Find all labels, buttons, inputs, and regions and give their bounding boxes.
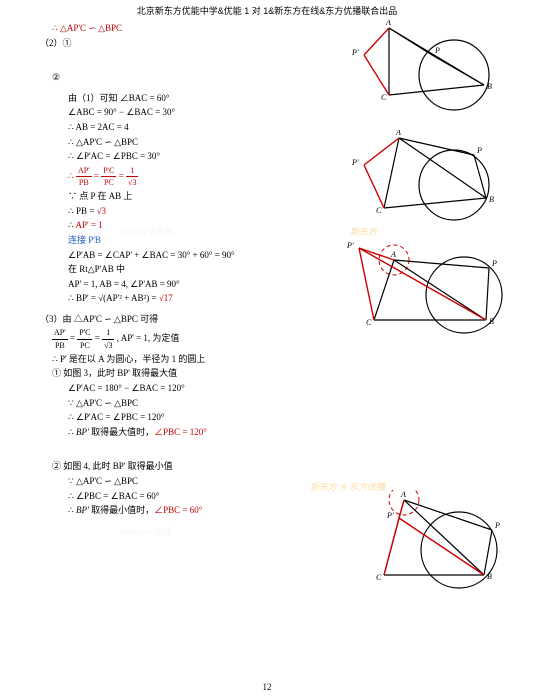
connect: 连接 P'B (68, 234, 320, 247)
diagram-2: A B C P P' (314, 130, 514, 240)
values: AP' = 1, AB = 4, ∠P'AB = 90° (68, 278, 320, 291)
svg-text:A: A (390, 250, 396, 259)
watermark: koolearn 在线 (120, 525, 172, 538)
svg-text:P': P' (351, 158, 359, 167)
svg-text:P: P (494, 521, 500, 530)
section-2-2: ② (52, 71, 320, 84)
frac: P'CPC (101, 165, 116, 188)
step: ∵ 点 P 在 AB 上 (68, 190, 320, 203)
diagram-4: A B C P P' (314, 490, 514, 600)
frac: P'CPC (77, 327, 92, 350)
step: ∵ △AP'C ∽ △BPC (68, 397, 320, 410)
circle-locus: ∴ P' 是在以 A 为圆心，半径为 1 的圆上 (52, 353, 320, 366)
frac: AP'PB (76, 165, 92, 188)
angle-eq: ∠P'AB = ∠CAP' + ∠BAC = 30° + 60° = 90° (68, 249, 320, 262)
step: ∴ ∠P'AC = ∠PBC = 120° (68, 411, 320, 424)
rt-tri: 在 Rt△P'AB 中 (68, 263, 320, 276)
svg-text:P: P (434, 46, 440, 55)
frac: AP'PB (52, 327, 68, 350)
svg-text:C: C (366, 318, 372, 327)
diagrams-column: A B C P P' A B C P P' A B C P P' A B C P P' (314, 20, 514, 600)
svg-text:C: C (376, 573, 382, 582)
svg-text:B: B (489, 317, 494, 326)
svg-text:A: A (385, 20, 391, 27)
svg-text:B: B (487, 82, 492, 91)
frac: 1√3 (102, 327, 114, 350)
diagram-1: A B C P P' (314, 20, 514, 130)
section-2-1: （2）① (40, 37, 320, 50)
step: ∴ PB = √3 (68, 205, 320, 218)
ratio-eq2: AP'PB = P'CPC = 1√3 , AP' = 1, 为定值 (52, 327, 320, 350)
svg-text:P: P (476, 146, 482, 155)
step: 由（1）可知 ∠BAC = 60° (68, 92, 320, 105)
main-content: ∴ △AP'C ∽ △BPC （2）① ② 由（1）可知 ∠BAC = 60° … (40, 20, 320, 519)
page-header: 北京新东方优能中学&优能 1 对 1&新东方在线&东方优播联合出品 (0, 4, 534, 17)
svg-text:C: C (376, 206, 382, 215)
svg-text:P': P' (351, 48, 359, 57)
ratio-eq: ∴ AP'PB = P'CPC = 1√3 (68, 165, 320, 188)
step: ∴ ∠PBC = ∠BAC = 60° (68, 490, 320, 503)
step: ∴ AB = 2AC = 4 (68, 121, 320, 134)
watermark: 优能中学教育 (120, 225, 174, 238)
svg-text:P: P (491, 259, 497, 268)
svg-text:P': P' (346, 241, 354, 250)
sim-triangle: ∴ △AP'C ∽ △BPC (52, 22, 320, 35)
min-result: ∴ BP' 取得最小值时，∠PBC = 60° (68, 504, 320, 517)
watermark: 新东方 ✕ 东方优播 (310, 480, 385, 493)
max-result: ∴ BP' 取得最大值时，∠PBC = 120° (68, 426, 320, 439)
page-number: 12 (0, 682, 534, 692)
frac: 1√3 (126, 165, 138, 188)
result: ∴ BP' = √(AP'² + AB²) = √17 (68, 292, 320, 305)
step: ∵ △AP'C ∽ △BPC (68, 475, 320, 488)
svg-text:C: C (381, 93, 387, 102)
svg-text:B: B (487, 572, 492, 581)
section-3: （3）由 △AP'C ∽ △BPC 可得 (40, 313, 320, 326)
therefore: ∴ (68, 171, 76, 181)
svg-text:A: A (400, 490, 406, 499)
step: ∴ AP' = 1 (68, 219, 320, 232)
step: ∠ABC = 90° − ∠BAC = 30° (68, 106, 320, 119)
svg-text:P': P' (386, 511, 394, 520)
svg-text:B: B (489, 195, 494, 204)
step: ∴ △AP'C ∽ △BPC (68, 136, 320, 149)
fig4: ② 如图 4, 此时 BP' 取得最小值 (52, 460, 320, 473)
diagram-3: A B C P P' (314, 240, 514, 350)
watermark: 新东方 (350, 225, 377, 238)
fig3: ① 如图 3，此时 BP' 取得最大值 (52, 367, 320, 380)
step: ∠P'AC = 180° − ∠BAC = 120° (68, 382, 320, 395)
step: ∴ ∠P'AC = ∠PBC = 30° (68, 150, 320, 163)
svg-text:A: A (395, 130, 401, 137)
